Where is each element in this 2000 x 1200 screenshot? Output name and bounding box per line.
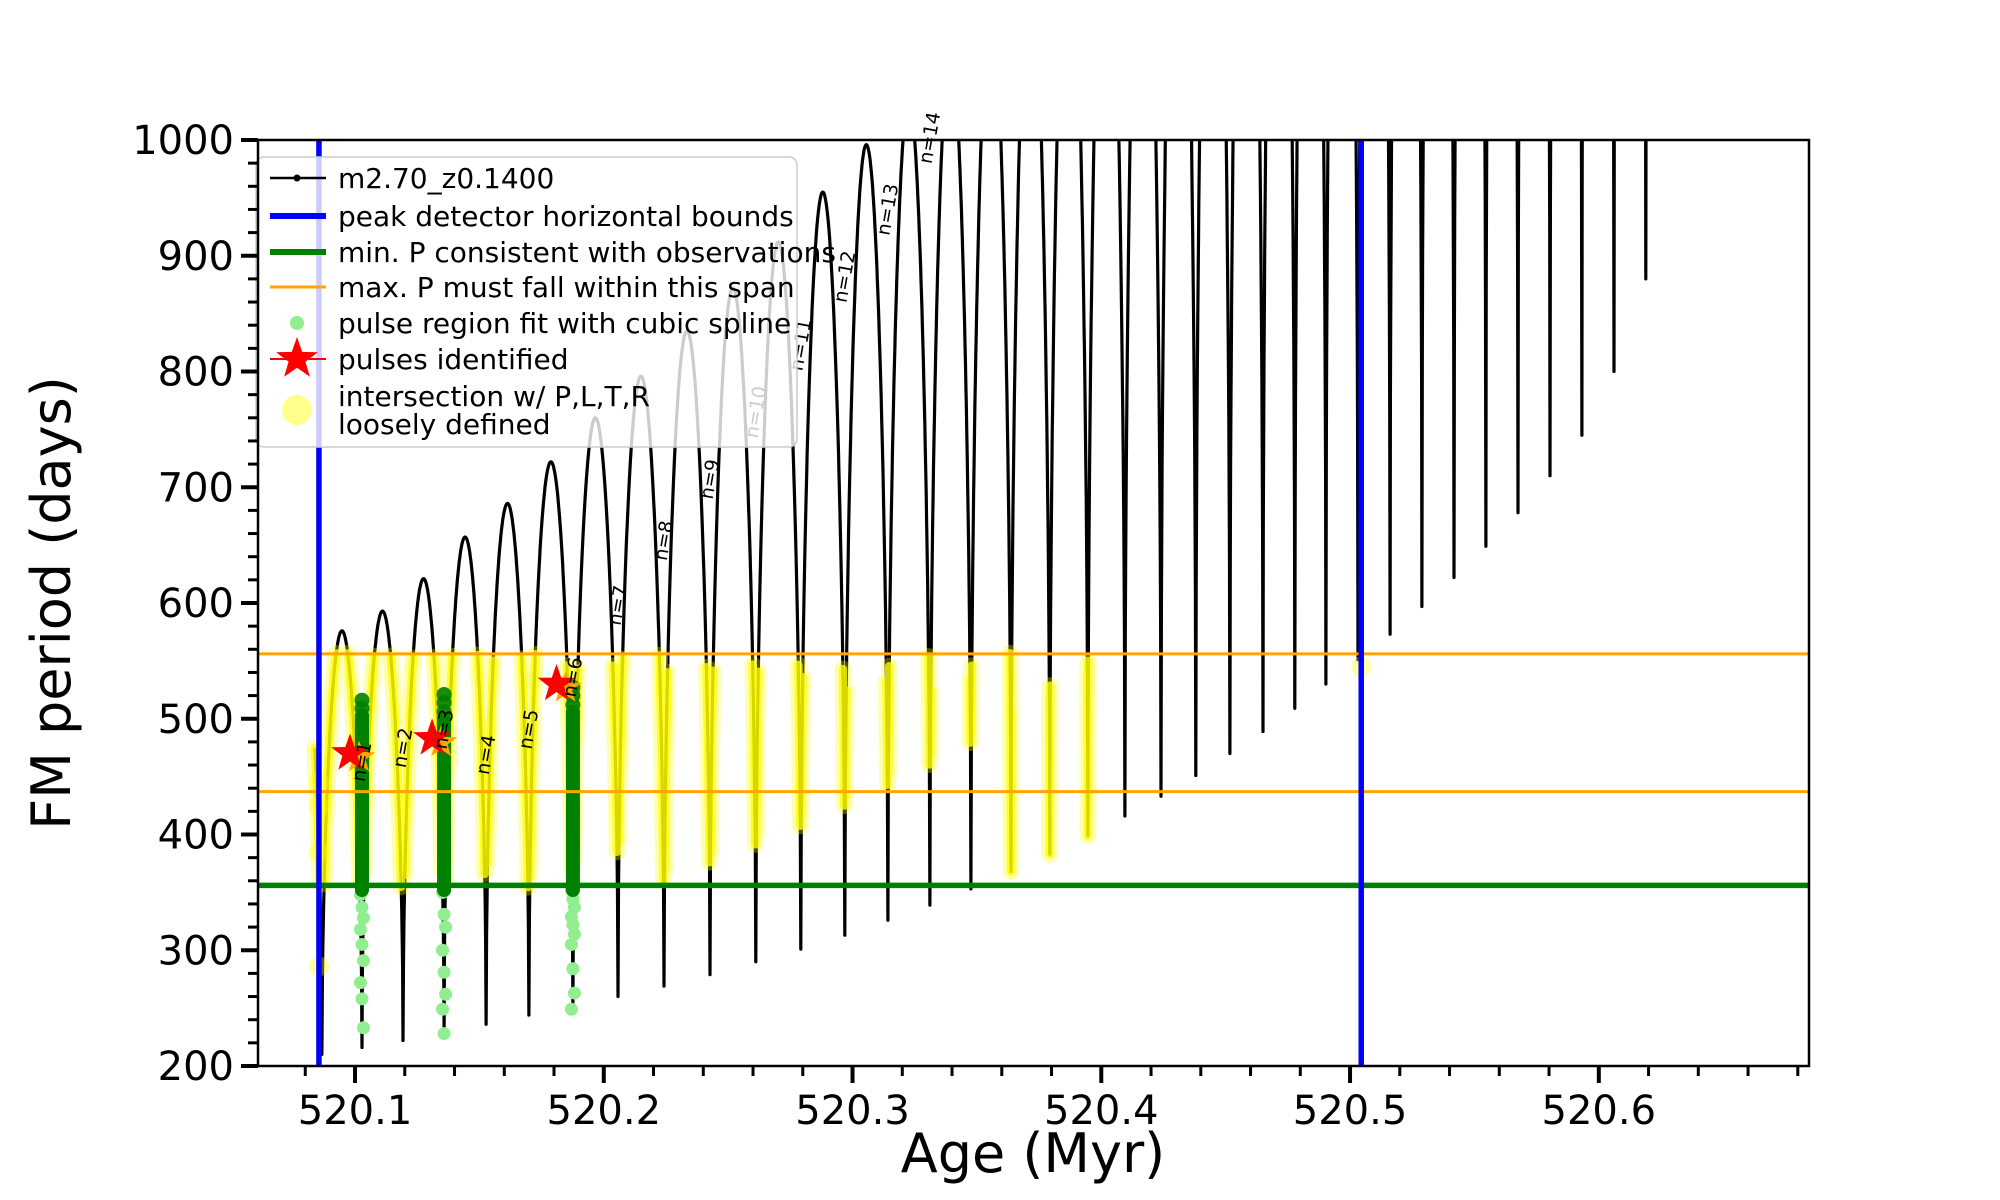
- red-star-icon: [413, 718, 452, 755]
- pulse-stars: [331, 664, 582, 772]
- spline-dot: [564, 937, 578, 951]
- spline-dot: [439, 920, 453, 934]
- spline-dot: [353, 922, 367, 936]
- spline-fit-dots: [353, 883, 581, 1041]
- y-tick-label: 200: [158, 1044, 234, 1090]
- curve-series: [313, 140, 1648, 1056]
- x-tick-label: 520.1: [298, 1088, 413, 1134]
- spline-dot: [439, 987, 453, 1001]
- y-tick-label: 1000: [132, 118, 234, 164]
- legend-label: intersection w/ P,L,T,R: [338, 380, 650, 413]
- green-pulse-circle: [436, 686, 452, 702]
- spline-dot: [566, 962, 580, 976]
- x-axis-title: Age (Myr): [901, 1122, 1166, 1185]
- spline-dot: [567, 986, 581, 1000]
- y-tick-label: 800: [158, 350, 234, 396]
- legend-label: max. P must fall within this span: [338, 271, 795, 304]
- legend-marker-dot: [293, 174, 301, 182]
- x-tick-label: 520.3: [795, 1088, 910, 1134]
- orange-star-icon: [342, 740, 376, 772]
- legend-star-icon: [276, 337, 318, 377]
- spline-dot: [437, 1027, 451, 1041]
- y-tick-label: 900: [158, 234, 234, 280]
- y-tick-label: 400: [158, 813, 234, 859]
- legend-label: loosely defined: [338, 408, 551, 441]
- legend-label: m2.70_z0.1400: [338, 162, 554, 195]
- orange-star-icon: [425, 725, 458, 757]
- spline-dot: [355, 937, 369, 951]
- y-tick-label: 600: [158, 581, 234, 627]
- legend-marker-dot: [290, 316, 304, 330]
- x-tick-label: 520.2: [547, 1088, 662, 1134]
- spline-dot: [564, 1002, 578, 1016]
- spline-dot: [355, 992, 369, 1006]
- y-tick-label: 300: [158, 928, 234, 974]
- spline-dot: [356, 1021, 370, 1035]
- spline-dot: [356, 954, 370, 968]
- y-axis-title: FM period (days): [20, 376, 83, 830]
- spline-dot: [436, 1002, 450, 1016]
- x-tick-label: 520.5: [1293, 1088, 1408, 1134]
- orange-star-icon: [549, 671, 582, 702]
- green-pulse-circle: [354, 692, 370, 708]
- y-tick-label: 700: [158, 465, 234, 511]
- red-star-icon: [537, 664, 576, 701]
- spline-dot: [436, 943, 450, 957]
- spline-dot: [437, 965, 451, 979]
- y-tick-label: 500: [158, 697, 234, 743]
- red-star-icon: [331, 733, 370, 770]
- x-tick-label: 520.6: [1542, 1088, 1657, 1134]
- spline-dot: [356, 911, 370, 925]
- x-tick-label: 520.4: [1044, 1088, 1159, 1134]
- pulse-number-label: n=7: [604, 584, 633, 627]
- spline-dot: [355, 900, 369, 914]
- legend-label: pulse region fit with cubic spline: [338, 307, 791, 340]
- legend-label: pulses identified: [338, 343, 569, 376]
- legend-label: min. P consistent with observations: [338, 236, 836, 269]
- legend-marker-bigdot: [282, 395, 312, 425]
- spline-dot: [353, 976, 367, 990]
- legend-label: peak detector horizontal bounds: [338, 200, 794, 233]
- series-curve: [313, 140, 1648, 1056]
- spline-dot: [437, 907, 451, 921]
- axes: 520.1 520.2 520.3 520.4 520.5 520.6 200 300 400 5…: [132, 118, 1811, 1134]
- spline-dot: [567, 927, 581, 941]
